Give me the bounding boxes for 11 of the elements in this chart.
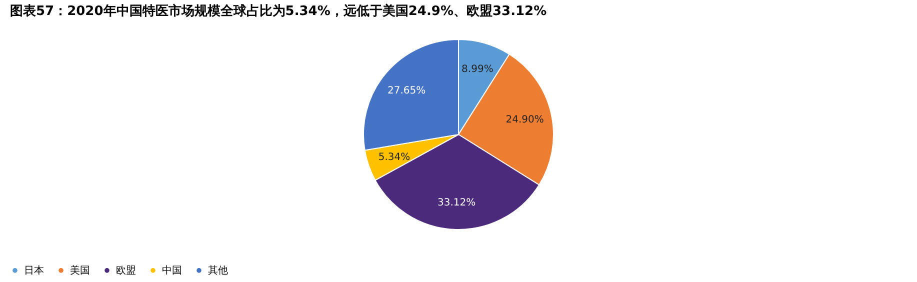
data-label: 27.65% [388, 86, 426, 97]
data-label: 8.99% [462, 64, 494, 76]
legend-label: 中国 [162, 264, 182, 276]
data-label: 24.90% [506, 114, 544, 126]
legend-label: 美国 [70, 264, 90, 276]
data-label: 33.12% [438, 197, 476, 208]
legend-label: 欧盟 [116, 264, 136, 276]
legend-label: 其他 [208, 264, 228, 276]
data-label: 5.34% [378, 152, 410, 163]
legend-label: 日本 [24, 264, 44, 276]
chart-title: 图表57：2020年中国特医市场规模全球占比为5.34%，远低于美国24.9%、欧盟33.12% [10, 3, 547, 19]
